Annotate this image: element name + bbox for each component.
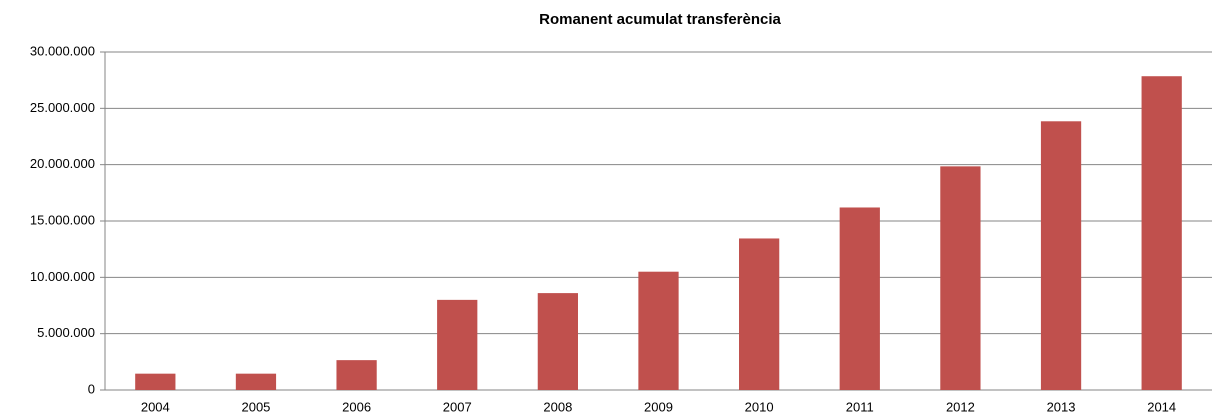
y-tick-label: 10.000.000 — [30, 269, 95, 284]
bar — [336, 360, 377, 390]
x-tick-label: 2014 — [1147, 399, 1176, 414]
y-tick-label: 30.000.000 — [30, 43, 95, 58]
y-tick-label: 0 — [88, 381, 95, 396]
bar — [940, 166, 981, 390]
x-tick-label: 2013 — [1047, 399, 1076, 414]
bar — [437, 299, 478, 390]
x-tick-label: 2007 — [443, 399, 472, 414]
x-tick-label: 2008 — [543, 399, 572, 414]
x-tick-label: 2006 — [342, 399, 371, 414]
bar — [839, 207, 880, 390]
bar — [537, 293, 578, 390]
chart-title: Romanent acumulat transferència — [539, 11, 781, 28]
x-tick-label: 2011 — [846, 399, 874, 414]
x-tick-label: 2005 — [241, 399, 270, 414]
bar — [638, 271, 679, 390]
bar — [135, 373, 176, 390]
bar — [739, 238, 780, 390]
y-tick-label: 25.000.000 — [30, 100, 95, 115]
y-tick-label: 5.000.000 — [37, 325, 95, 340]
bar — [1040, 121, 1082, 390]
x-tick-label: 2004 — [141, 399, 170, 414]
y-tick-label: 15.000.000 — [30, 212, 95, 227]
x-tick-label: 2009 — [644, 399, 673, 414]
bar — [235, 373, 277, 390]
x-tick-label: 2010 — [745, 399, 774, 414]
x-tick-label: 2012 — [946, 399, 975, 414]
y-tick-label: 20.000.000 — [30, 156, 95, 171]
bar — [1141, 76, 1182, 391]
